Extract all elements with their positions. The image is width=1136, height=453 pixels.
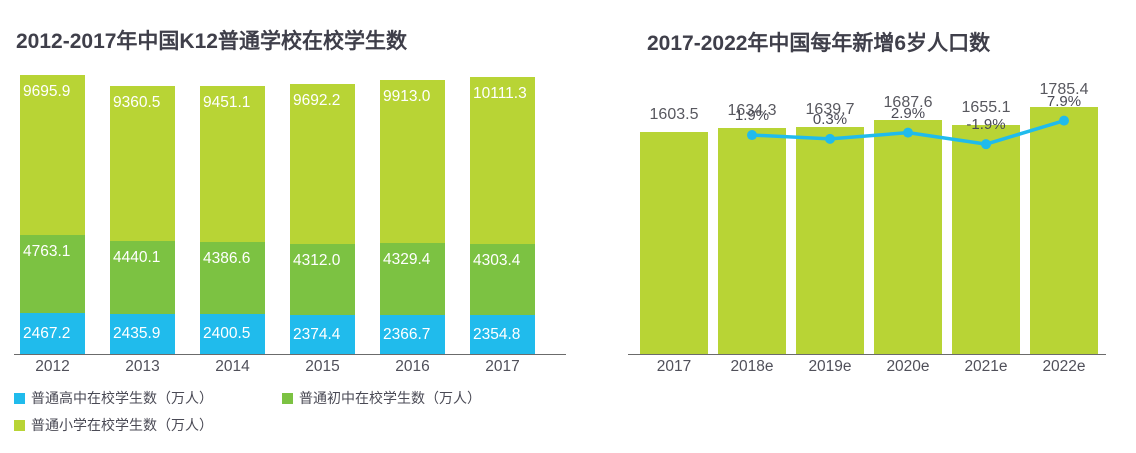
bar-segment-value: 2400.5: [203, 325, 251, 343]
bar-segment-value: 2467.2: [23, 324, 71, 342]
bar-segment: 2374.4: [290, 314, 355, 354]
x-axis-label: 2017: [656, 358, 692, 375]
legend-item[interactable]: 普通小学在校学生数（万人）: [14, 415, 213, 435]
line-data-point: [981, 139, 991, 150]
stacked-bar: 9451.1 4386.6 2400.5: [200, 85, 265, 354]
x-axis-label: 2015: [305, 358, 340, 375]
bar: [1030, 106, 1098, 354]
bar-segment-value: 9695.9: [23, 82, 71, 100]
line-data-point: [1059, 115, 1069, 126]
stacked-bar: 9360.5 4440.1 2435.9: [110, 85, 175, 354]
bar-segment: 10111.3: [470, 77, 535, 245]
x-axis-line-right: [628, 354, 1106, 355]
line-data-point: [825, 133, 835, 144]
legend-swatch-icon: [282, 392, 293, 404]
x-axis-label: 2022e: [1042, 358, 1086, 375]
x-axis-label: 2019e: [808, 358, 852, 375]
bar-value-label: 1785.4: [1039, 80, 1089, 98]
stacked-bar: 10111.3 4303.4 2354.8: [470, 77, 535, 354]
growth-rate-line-series: [747, 115, 1069, 150]
stacked-bar-group: 9695.9 4763.1 2467.2 9360.5 4440.1 2435.9 9451…: [14, 70, 566, 354]
x-axis-label: 2012: [35, 358, 70, 375]
growth-rate-label: 2.9%: [890, 104, 926, 122]
bar: [952, 124, 1020, 354]
growth-rate-label: 0.3%: [812, 110, 848, 128]
bar-segment-value: 4763.1: [23, 242, 71, 260]
bar-value-label: 1634.3: [727, 101, 777, 119]
bar-segment-value: 10111.3: [473, 85, 527, 103]
legend-item[interactable]: 普通初中在校学生数（万人）: [282, 388, 481, 408]
legend-swatch-icon: [14, 392, 25, 404]
bar-segment-value: 2374.4: [293, 325, 341, 343]
bar-segment: 9692.2: [290, 83, 355, 244]
bar-segment-value: 2354.8: [473, 325, 521, 343]
bar-segment: 2435.9: [110, 313, 175, 354]
x-axis-label: 2017: [485, 358, 520, 375]
bar-segment: 9360.5: [110, 85, 175, 241]
plot-area-right: 1603.5 1634.3 1639.7 1687.6 1655.1 1785.4 1.9…: [628, 70, 1106, 375]
bar-segment-value: 9913.0: [383, 87, 431, 105]
stacked-bar: 9692.2 4312.0 2374.4: [290, 83, 355, 354]
bar: [718, 127, 786, 354]
bar-segment: 2467.2: [20, 313, 85, 354]
bar-value-label: 1639.7: [805, 100, 855, 118]
bar: [874, 120, 942, 354]
bar-segment-value: 2435.9: [113, 325, 161, 343]
x-axis-label: 2020e: [886, 358, 930, 375]
growth-rate-label: 1.9%: [734, 107, 770, 125]
legend-label: 普通初中在校学生数（万人）: [299, 390, 481, 406]
bar-segment-value: 9360.5: [113, 93, 161, 111]
bar-segment-value: 4303.4: [473, 252, 521, 270]
line-data-point: [747, 130, 757, 141]
plot-area-left: 9695.9 4763.1 2467.2 9360.5 4440.1 2435.9 9451…: [14, 70, 566, 375]
bar-segment: 9913.0: [380, 79, 445, 244]
bar-segment: 4303.4: [470, 244, 535, 316]
bar-segment-value: 4312.0: [293, 251, 341, 269]
bar-segment: 4312.0: [290, 243, 355, 315]
bar-segment: 9695.9: [20, 74, 85, 235]
bar-segment: 2354.8: [470, 315, 535, 354]
bar-segment: 9451.1: [200, 85, 265, 242]
bar-segment-value: 2366.7: [383, 325, 431, 343]
x-axis-label: 2021e: [964, 358, 1008, 375]
bar-segment-value: 4329.4: [383, 251, 431, 269]
stacked-bar: 9913.0 4329.4 2366.7: [380, 79, 445, 354]
bar-segment: 4440.1: [110, 240, 175, 314]
stacked-bar: 9695.9 4763.1 2467.2: [20, 74, 85, 354]
line-data-point: [903, 127, 913, 138]
bar-segment: 4386.6: [200, 241, 265, 315]
bar-value-label: 1603.5: [649, 105, 699, 123]
legend-swatch-icon: [14, 419, 25, 431]
bar: [796, 126, 864, 354]
bar-segment-value: 9451.1: [203, 93, 251, 111]
legend-label: 普通高中在校学生数（万人）: [31, 390, 213, 406]
bar-value-label: 1687.6: [883, 94, 933, 112]
x-axis-label: 2013: [125, 358, 160, 375]
bar-segment-value: 9692.2: [293, 91, 341, 109]
x-axis-label: 2018e: [730, 358, 774, 375]
growth-rate-label: 7.9%: [1046, 92, 1082, 110]
chart-title-left: 2012-2017年中国K12普通学校在校学生数: [16, 30, 407, 53]
chart-title-right: 2017-2022年中国每年新增6岁人口数: [647, 32, 991, 55]
bar: [640, 131, 708, 354]
chart-panel-k12-enrollment: 2012-2017年中国K12普通学校在校学生数 9695.9 4763.1 246…: [14, 30, 566, 435]
bar-group-right: 1603.5 1634.3 1639.7 1687.6 1655.1 1785.4: [628, 70, 1106, 354]
x-axis-label: 2016: [395, 358, 430, 375]
bar-segment: 2400.5: [200, 314, 265, 354]
bar-segment: 4763.1: [20, 234, 85, 314]
bar-segment-value: 4440.1: [113, 248, 161, 266]
legend-item[interactable]: 普通高中在校学生数（万人）: [14, 388, 213, 408]
bar-value-label: 1655.1: [961, 98, 1011, 116]
legend-label: 普通小学在校学生数（万人）: [31, 417, 213, 433]
chart-panel-new-6yo-population: 2017-2022年中国每年新增6岁人口数 1603.5 1634.3 1639.7…: [600, 0, 1136, 453]
growth-rate-label: -1.9%: [966, 116, 1006, 134]
bar-segment-value: 4386.6: [203, 249, 251, 267]
bar-segment: 4329.4: [380, 243, 445, 315]
x-axis-label: 2014: [215, 358, 250, 375]
bar-segment: 2366.7: [380, 314, 445, 354]
x-axis-line-left: [14, 354, 566, 355]
